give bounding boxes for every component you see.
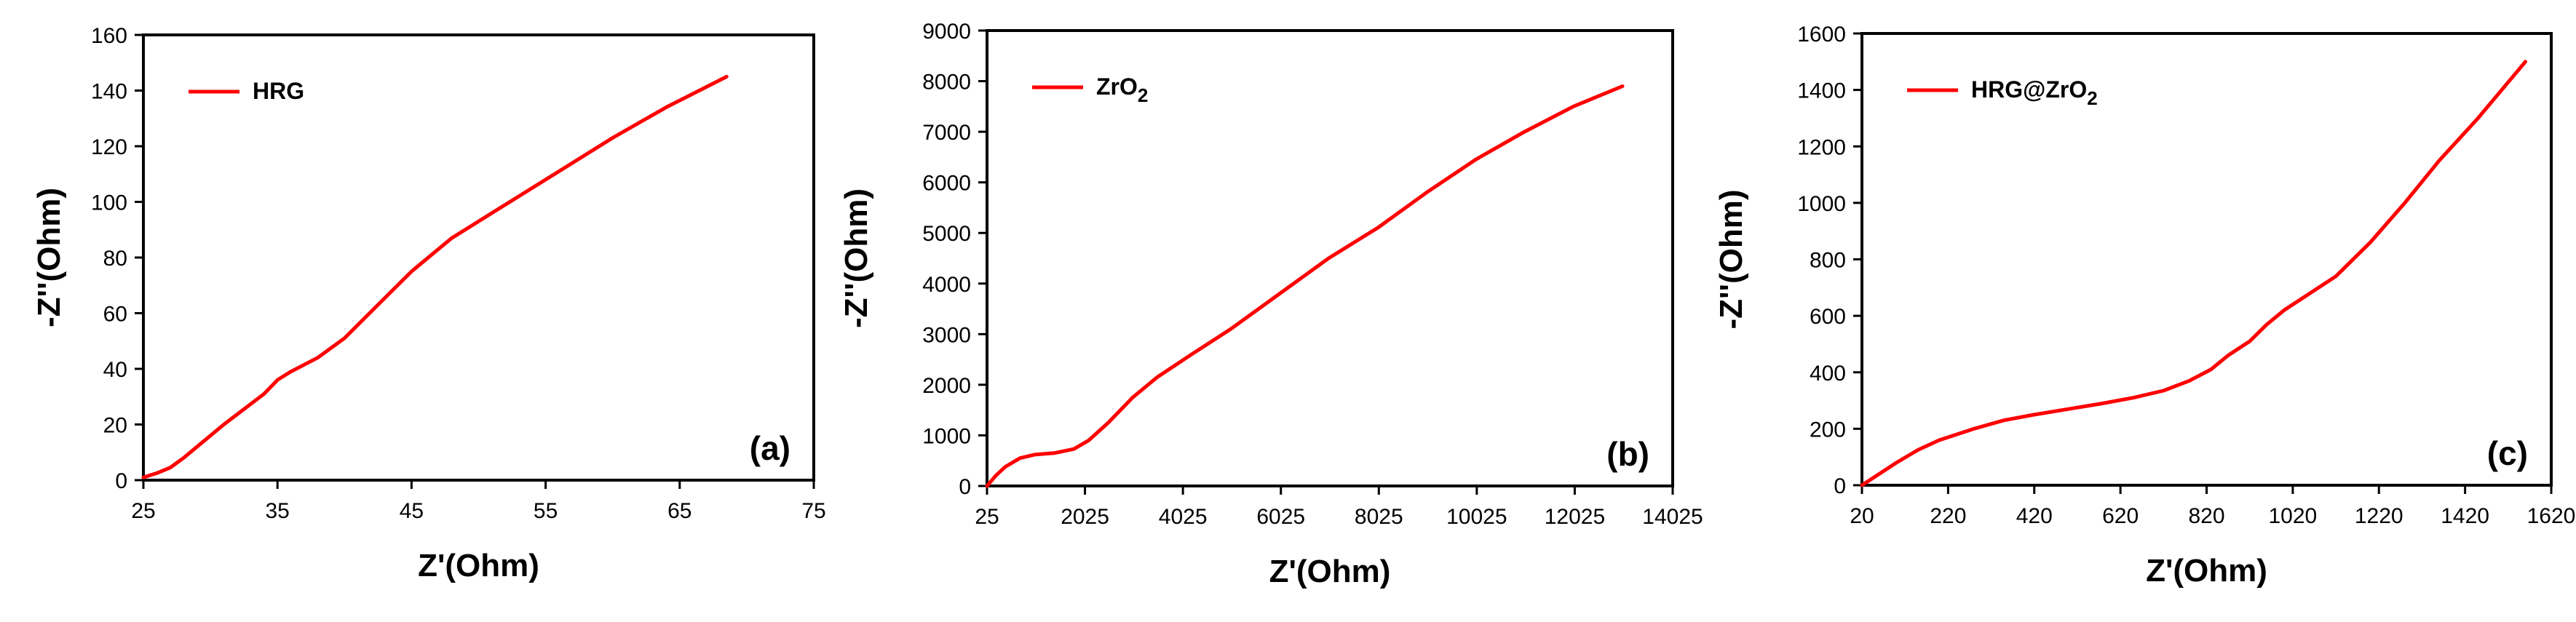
y-tick-label: 800	[1810, 249, 1846, 273]
x-tick-label: 75	[801, 499, 825, 523]
legend-label: HRG@ZrO2	[1971, 76, 2098, 109]
y-tick-label: 1600	[1797, 23, 1846, 47]
x-tick-label: 25	[131, 499, 155, 523]
y-tick-label: 3000	[922, 323, 971, 347]
y-axis-label: -Z''(Ohm)	[1713, 190, 1749, 330]
x-tick-label: 220	[1930, 504, 1966, 528]
y-tick-label: 0	[1834, 474, 1846, 498]
legend-label: ZrO2	[1096, 73, 1148, 106]
series-line	[141, 74, 729, 479]
y-tick-label: 9000	[922, 20, 971, 44]
x-tick-label: 12025	[1545, 505, 1605, 529]
y-tick-label: 100	[91, 191, 127, 215]
x-axis-label: Z'(Ohm)	[1269, 554, 1391, 589]
y-tick-label: 0	[959, 475, 971, 499]
plot-frame	[986, 29, 1674, 487]
x-tick-label: 35	[266, 499, 290, 523]
y-tick-label: 5000	[922, 222, 971, 246]
y-tick-label: 1000	[922, 424, 971, 448]
chart-panel-b: 25 2025 4025 6025 8025 10025 12025 14025 0 1000 20…	[839, 20, 1703, 589]
plot-frame	[142, 33, 815, 482]
y-axis-label: -Z''(Ohm)	[839, 188, 874, 328]
y-tick-label: 2000	[922, 374, 971, 398]
x-tick-label: 25	[975, 505, 999, 529]
x-tick-label: 820	[2188, 504, 2224, 528]
panel-label: (c)	[2487, 434, 2528, 472]
x-tick-label: 2025	[1061, 505, 1109, 529]
y-tick-label: 60	[103, 303, 127, 327]
legend-label: HRG	[253, 78, 304, 104]
y-tick-label: 80	[103, 247, 127, 271]
y-tick-label: 4000	[922, 273, 971, 297]
y-tick-label: 140	[91, 80, 127, 104]
x-tick-label: 1020	[2269, 504, 2318, 528]
x-tick-label: 20	[1850, 504, 1874, 528]
y-tick-label: 1400	[1797, 79, 1846, 103]
x-tick-label: 620	[2102, 504, 2139, 528]
y-tick-label: 6000	[922, 172, 971, 196]
y-tick-label: 1200	[1797, 135, 1846, 159]
y-tick-label: 200	[1810, 418, 1846, 442]
x-tick-label: 55	[534, 499, 558, 523]
x-tick-label: 65	[667, 499, 691, 523]
x-tick-label: 1420	[2441, 504, 2489, 528]
x-axis-label: Z'(Ohm)	[418, 548, 539, 583]
x-tick-label: 4025	[1159, 505, 1208, 529]
y-tick-label: 8000	[922, 71, 971, 95]
y-tick-label: 600	[1810, 305, 1846, 329]
x-tick-label: 1620	[2527, 504, 2576, 528]
x-axis-label: Z'(Ohm)	[2146, 553, 2267, 589]
x-tick-label: 10025	[1446, 505, 1507, 529]
y-tick-label: 160	[91, 24, 127, 48]
y-tick-label: 0	[115, 469, 127, 493]
x-tick-label: 6025	[1256, 505, 1305, 529]
y-tick-label: 7000	[922, 121, 971, 145]
chart-panel-a: 25 35 45 55 65 75 0 20 40 60 80 100 120 140 160 Z'(Ohm)…	[31, 24, 826, 583]
x-tick-label: 420	[2016, 504, 2053, 528]
chart-panel-c: 20 220 420 620 820 1020 1220 1420 1620 0 200 400 600…	[1713, 23, 2575, 589]
panel-label: (a)	[750, 429, 790, 467]
series-line	[985, 84, 1625, 488]
series-line	[1860, 60, 2527, 487]
x-tick-label: 14025	[1642, 505, 1703, 529]
x-tick-label: 1220	[2355, 504, 2403, 528]
y-tick-label: 400	[1810, 362, 1846, 386]
y-tick-label: 40	[103, 358, 127, 382]
y-axis-label: -Z''(Ohm)	[31, 188, 67, 327]
y-tick-label: 20	[103, 414, 127, 438]
x-tick-label: 8025	[1355, 505, 1403, 529]
panel-label: (b)	[1606, 435, 1649, 473]
y-tick-label: 120	[91, 135, 127, 159]
x-tick-label: 45	[400, 499, 424, 523]
plot-frame	[1860, 32, 2553, 487]
y-tick-label: 1000	[1797, 192, 1846, 216]
